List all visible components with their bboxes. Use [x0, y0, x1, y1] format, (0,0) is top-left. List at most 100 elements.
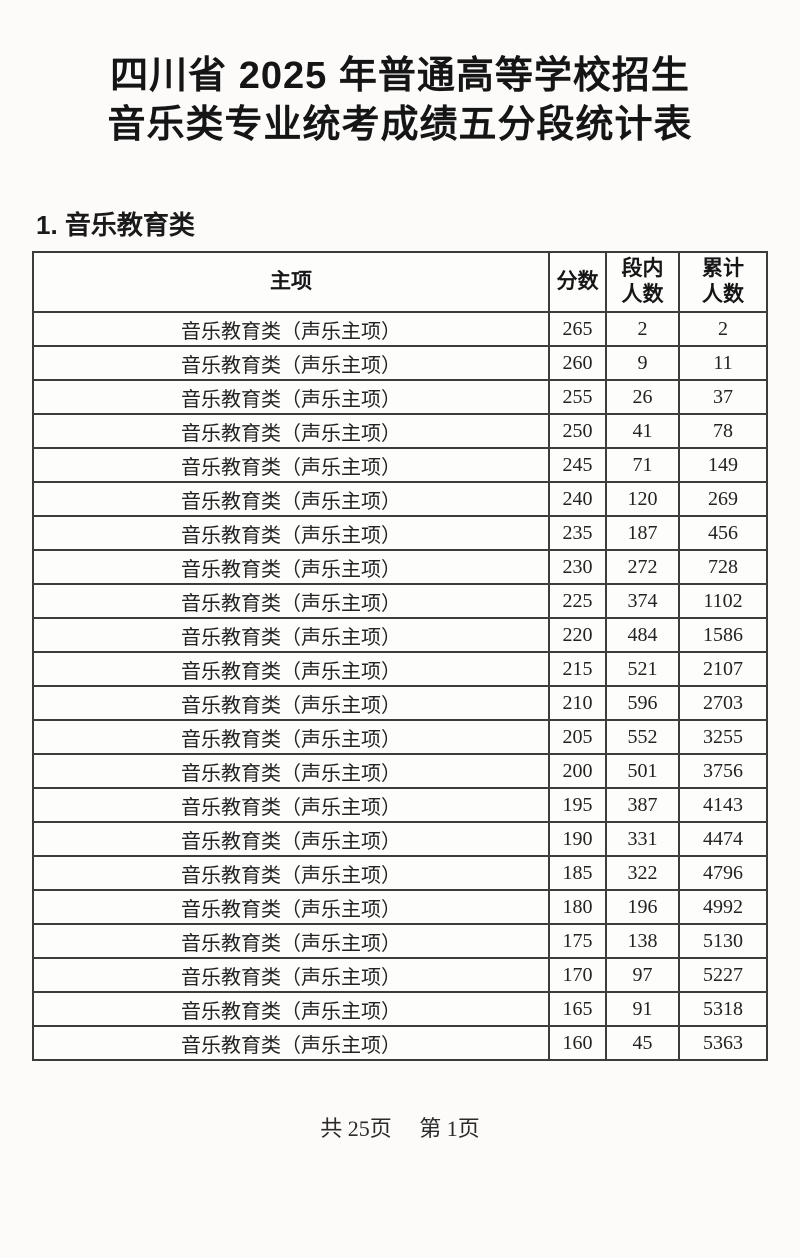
- cell-segment-count: 138: [605, 923, 680, 959]
- cell-cumulative-count: 2107: [678, 651, 768, 687]
- cell-segment-count: 501: [605, 753, 680, 789]
- cell-score: 165: [548, 991, 607, 1027]
- table-row: 音乐教育类（声乐主项） 190 331 4474: [32, 821, 768, 857]
- cell-cumulative-count: 3255: [678, 719, 768, 755]
- cell-score: 245: [548, 447, 607, 483]
- table-row: 音乐教育类（声乐主项） 255 26 37: [32, 379, 768, 415]
- cell-cumulative-count: 728: [678, 549, 768, 585]
- cell-segment-count: 374: [605, 583, 680, 619]
- table-row: 音乐教育类（声乐主项） 235 187 456: [32, 515, 768, 551]
- cell-segment-count: 322: [605, 855, 680, 891]
- cell-major: 音乐教育类（声乐主项）: [32, 583, 550, 619]
- cell-score: 175: [548, 923, 607, 959]
- table-row: 音乐教育类（声乐主项） 180 196 4992: [32, 889, 768, 925]
- table-row: 音乐教育类（声乐主项） 260 9 11: [32, 345, 768, 381]
- section-heading: 1. 音乐教育类: [36, 210, 195, 240]
- cell-cumulative-count: 4143: [678, 787, 768, 823]
- cell-major: 音乐教育类（声乐主项）: [32, 311, 550, 347]
- cell-major: 音乐教育类（声乐主项）: [32, 821, 550, 857]
- table-row: 音乐教育类（声乐主项） 215 521 2107: [32, 651, 768, 687]
- page-footer: 共 25页 第 1页: [0, 1111, 800, 1143]
- cell-score: 205: [548, 719, 607, 755]
- cell-score: 250: [548, 413, 607, 449]
- cell-segment-count: 552: [605, 719, 680, 755]
- cell-score: 195: [548, 787, 607, 823]
- table-row: 音乐教育类（声乐主项） 170 97 5227: [32, 957, 768, 993]
- cell-cumulative-count: 269: [678, 481, 768, 517]
- cell-cumulative-count: 3756: [678, 753, 768, 789]
- cell-score: 200: [548, 753, 607, 789]
- cell-score: 215: [548, 651, 607, 687]
- document-page: 四川省 2025 年普通高等学校招生 音乐类专业统考成绩五分段统计表 1. 音乐…: [0, 52, 800, 1258]
- cell-major: 音乐教育类（声乐主项）: [32, 753, 550, 789]
- cell-cumulative-count: 4474: [678, 821, 768, 857]
- header-major: 主项: [32, 251, 550, 313]
- cell-major: 音乐教育类（声乐主项）: [32, 413, 550, 449]
- cell-cumulative-count: 456: [678, 515, 768, 551]
- cell-major: 音乐教育类（声乐主项）: [32, 651, 550, 687]
- cell-major: 音乐教育类（声乐主项）: [32, 481, 550, 517]
- cell-score: 235: [548, 515, 607, 551]
- cell-major: 音乐教育类（声乐主项）: [32, 1025, 550, 1061]
- cell-cumulative-count: 1586: [678, 617, 768, 653]
- cell-major: 音乐教育类（声乐主项）: [32, 855, 550, 891]
- score-table: 主项 分数 段内 人数 累计 人数 音乐教育类（声乐主项） 265 2 2 音乐教育类（…: [32, 251, 768, 1061]
- cell-score: 160: [548, 1025, 607, 1061]
- cell-score: 170: [548, 957, 607, 993]
- cell-segment-count: 26: [605, 379, 680, 415]
- document-title-line1: 四川省 2025 年普通高等学校招生: [110, 55, 690, 97]
- cell-segment-count: 45: [605, 1025, 680, 1061]
- cell-major: 音乐教育类（声乐主项）: [32, 447, 550, 483]
- cell-score: 265: [548, 311, 607, 347]
- cell-segment-count: 71: [605, 447, 680, 483]
- cell-cumulative-count: 5363: [678, 1025, 768, 1061]
- header-cumulative-count: 累计 人数: [678, 251, 768, 313]
- cell-segment-count: 187: [605, 515, 680, 551]
- cell-major: 音乐教育类（声乐主项）: [32, 685, 550, 721]
- cell-segment-count: 331: [605, 821, 680, 857]
- table-row: 音乐教育类（声乐主项） 185 322 4796: [32, 855, 768, 891]
- table-row: 音乐教育类（声乐主项） 160 45 5363: [32, 1025, 768, 1061]
- cell-score: 210: [548, 685, 607, 721]
- table-header-row: 主项 分数 段内 人数 累计 人数: [32, 251, 768, 313]
- cell-major: 音乐教育类（声乐主项）: [32, 957, 550, 993]
- cell-segment-count: 91: [605, 991, 680, 1027]
- table-row: 音乐教育类（声乐主项） 230 272 728: [32, 549, 768, 585]
- table-row: 音乐教育类（声乐主项） 200 501 3756: [32, 753, 768, 789]
- table-row: 音乐教育类（声乐主项） 165 91 5318: [32, 991, 768, 1027]
- cell-segment-count: 521: [605, 651, 680, 687]
- cell-cumulative-count: 5130: [678, 923, 768, 959]
- cell-score: 225: [548, 583, 607, 619]
- cell-cumulative-count: 37: [678, 379, 768, 415]
- footer-total-pages: 共 25页: [320, 1116, 392, 1141]
- cell-score: 185: [548, 855, 607, 891]
- cell-score: 180: [548, 889, 607, 925]
- cell-cumulative-count: 11: [678, 345, 768, 381]
- cell-major: 音乐教育类（声乐主项）: [32, 549, 550, 585]
- cell-score: 220: [548, 617, 607, 653]
- table-row: 音乐教育类（声乐主项） 240 120 269: [32, 481, 768, 517]
- cell-segment-count: 9: [605, 345, 680, 381]
- cell-major: 音乐教育类（声乐主项）: [32, 991, 550, 1027]
- table-row: 音乐教育类（声乐主项） 225 374 1102: [32, 583, 768, 619]
- cell-cumulative-count: 4796: [678, 855, 768, 891]
- cell-cumulative-count: 4992: [678, 889, 768, 925]
- cell-major: 音乐教育类（声乐主项）: [32, 345, 550, 381]
- cell-segment-count: 196: [605, 889, 680, 925]
- table-row: 音乐教育类（声乐主项） 175 138 5130: [32, 923, 768, 959]
- cell-segment-count: 596: [605, 685, 680, 721]
- table-row: 音乐教育类（声乐主项） 210 596 2703: [32, 685, 768, 721]
- cell-score: 255: [548, 379, 607, 415]
- cell-cumulative-count: 5227: [678, 957, 768, 993]
- cell-score: 190: [548, 821, 607, 857]
- cell-segment-count: 484: [605, 617, 680, 653]
- table-row: 音乐教育类（声乐主项） 195 387 4143: [32, 787, 768, 823]
- cell-segment-count: 272: [605, 549, 680, 585]
- cell-cumulative-count: 1102: [678, 583, 768, 619]
- header-score: 分数: [548, 251, 607, 313]
- cell-major: 音乐教育类（声乐主项）: [32, 379, 550, 415]
- document-title: 四川省 2025 年普通高等学校招生 音乐类专业统考成绩五分段统计表: [50, 52, 750, 150]
- cell-segment-count: 97: [605, 957, 680, 993]
- cell-cumulative-count: 78: [678, 413, 768, 449]
- cell-major: 音乐教育类（声乐主项）: [32, 617, 550, 653]
